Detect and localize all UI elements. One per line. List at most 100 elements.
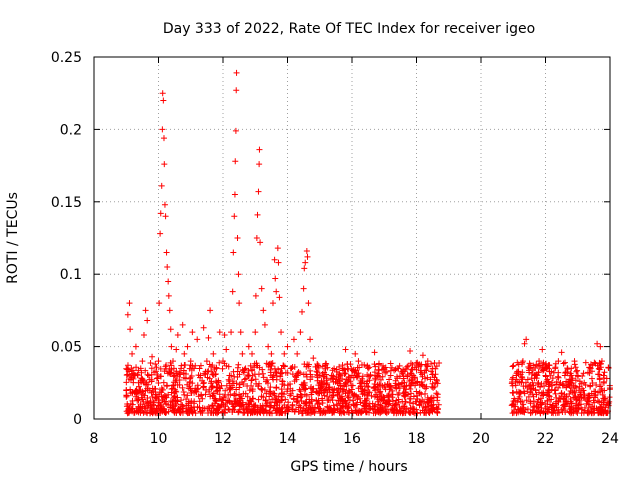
noise-marker <box>219 365 226 372</box>
noise-marker <box>261 386 268 393</box>
data-point <box>539 346 546 353</box>
noise-marker <box>173 370 180 377</box>
noise-marker <box>223 382 230 389</box>
noise-marker <box>410 400 417 407</box>
noise-marker <box>163 362 170 369</box>
data-point <box>297 329 304 336</box>
noise-marker <box>140 391 147 398</box>
noise-marker <box>285 382 292 389</box>
noise-marker <box>211 366 218 373</box>
noise-marker <box>252 406 259 413</box>
noise-marker <box>246 401 253 408</box>
data-point <box>342 346 349 353</box>
noise-marker <box>134 395 141 402</box>
y-axis-ticks: 0 0.05 0.1 0.15 0.2 0.25 <box>51 50 610 428</box>
noise-marker <box>180 405 187 412</box>
x-tick-label: 18 <box>408 431 426 447</box>
noise-marker <box>169 382 176 389</box>
noise-marker <box>375 366 382 373</box>
data-point <box>124 311 131 318</box>
noise-marker <box>294 397 301 404</box>
noise-marker <box>183 402 190 409</box>
noise-marker <box>532 386 539 393</box>
data-point <box>235 271 242 278</box>
noise-marker <box>198 392 205 399</box>
data-point <box>149 353 156 360</box>
noise-marker <box>263 360 270 367</box>
noise-marker <box>357 399 364 406</box>
noise-marker <box>594 397 601 404</box>
noise-marker <box>436 360 443 367</box>
noise-marker <box>599 391 606 398</box>
noise-marker <box>341 366 348 373</box>
noise-marker <box>345 394 352 401</box>
noise-marker <box>148 378 155 385</box>
noise-marker <box>395 381 402 388</box>
noise-marker <box>138 375 145 382</box>
noise-marker <box>434 391 441 398</box>
data-point <box>216 329 223 336</box>
data-point <box>233 69 240 76</box>
noise-marker <box>388 406 395 413</box>
noise-marker <box>181 362 188 369</box>
noise-marker <box>236 384 243 391</box>
noise-marker <box>240 369 247 376</box>
data-point <box>159 126 166 133</box>
data-point <box>253 235 260 241</box>
noise-marker <box>213 379 220 386</box>
data-point <box>594 340 601 347</box>
noise-marker <box>511 408 518 415</box>
data-point <box>371 349 378 356</box>
noise-marker <box>401 393 408 400</box>
noise-marker <box>174 398 181 405</box>
noise-marker <box>563 393 570 400</box>
noise-marker <box>401 379 408 386</box>
noise-marker <box>197 374 204 381</box>
noise-marker <box>266 410 273 417</box>
noise-marker <box>285 399 292 406</box>
noise-marker <box>406 399 413 406</box>
data-point <box>419 352 426 359</box>
x-tick-label: 10 <box>150 431 168 447</box>
noise-marker <box>123 379 130 386</box>
noise-marker <box>581 404 588 411</box>
noise-marker <box>560 402 567 409</box>
noise-marker <box>259 366 266 373</box>
noise-marker <box>434 397 441 404</box>
noise-marker <box>217 385 224 392</box>
noise-marker <box>168 385 175 392</box>
x-tick-label: 20 <box>472 431 490 447</box>
noise-marker <box>255 396 262 403</box>
noise-marker <box>245 401 252 408</box>
noise-marker <box>206 386 213 393</box>
noise-marker <box>183 408 190 415</box>
data-point <box>162 213 169 220</box>
noise-marker <box>129 397 136 404</box>
noise-marker <box>344 405 351 412</box>
noise-marker <box>199 395 206 402</box>
noise-marker <box>533 361 540 368</box>
noise-marker <box>401 403 408 410</box>
noise-marker <box>272 395 279 402</box>
noise-marker <box>176 371 183 378</box>
noise-marker <box>347 361 354 368</box>
noise-marker <box>202 371 209 378</box>
noise-marker <box>334 391 341 398</box>
data-point <box>142 307 149 314</box>
noise-marker <box>423 406 430 413</box>
noise-marker <box>389 387 396 394</box>
noise-marker <box>123 387 130 394</box>
noise-marker <box>289 387 296 394</box>
noise-marker <box>161 368 168 375</box>
noise-marker <box>301 400 308 407</box>
noise-marker <box>142 367 149 374</box>
noise-marker <box>184 381 191 388</box>
noise-marker <box>305 406 312 413</box>
noise-marker <box>255 371 262 378</box>
noise-marker <box>204 374 211 381</box>
data-point <box>174 332 181 339</box>
data-point <box>600 372 607 379</box>
noise-marker <box>405 391 412 398</box>
noise-marker <box>387 360 394 367</box>
noise-marker <box>435 401 442 408</box>
